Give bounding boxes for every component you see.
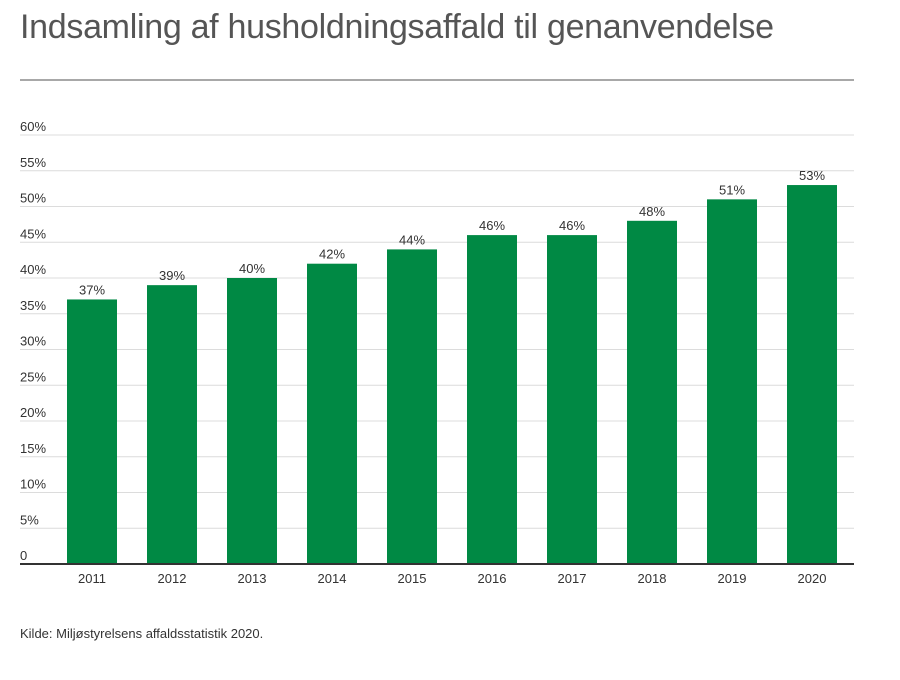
data-label: 37%: [79, 282, 105, 297]
x-tick-label: 2012: [158, 571, 187, 586]
data-labels: 37% 39% 40% 42% 44% 46% 46% 48% 51% 53%: [79, 168, 825, 297]
data-label: 48%: [639, 204, 665, 219]
data-label: 46%: [479, 218, 505, 233]
y-tick-label: 25%: [20, 369, 46, 384]
source-note: Kilde: Miljøstyrelsens affaldsstatistik …: [20, 626, 264, 641]
x-tick-label: 2014: [318, 571, 347, 586]
x-tick-label: 2020: [798, 571, 827, 586]
bar: [787, 185, 837, 565]
bars: [67, 185, 837, 565]
y-tick-label: 30%: [20, 334, 46, 349]
data-label: 44%: [399, 232, 425, 247]
title-divider: [20, 79, 854, 81]
y-tick-label: 15%: [20, 441, 46, 456]
y-tick-label: 20%: [20, 405, 46, 420]
x-tick-label: 2017: [558, 571, 587, 586]
y-tick-label: 5%: [20, 512, 39, 527]
bar: [627, 220, 677, 565]
data-label: 39%: [159, 268, 185, 283]
x-tick-label: 2016: [478, 571, 507, 586]
x-tick-label: 2018: [638, 571, 667, 586]
y-tick-label: 40%: [20, 262, 46, 277]
bar: [387, 249, 437, 564]
bar: [707, 199, 757, 564]
bar: [227, 278, 277, 564]
data-label: 51%: [719, 182, 745, 197]
bar: [547, 235, 597, 564]
bar: [307, 263, 357, 564]
data-label: 42%: [319, 247, 345, 262]
bar: [467, 235, 517, 564]
data-label: 40%: [239, 261, 265, 276]
x-tick-label: 2011: [78, 571, 106, 586]
y-tick-label: 35%: [20, 298, 46, 313]
x-axis-ticks: 2011 2012 2013 2014 2015 2016 2017 2018 2019 2020: [78, 571, 826, 586]
y-tick-label: 55%: [20, 155, 46, 170]
y-tick-label: 0: [20, 548, 27, 563]
x-tick-label: 2013: [238, 571, 267, 586]
data-label: 53%: [799, 168, 825, 183]
data-label: 46%: [559, 218, 585, 233]
y-tick-label: 50%: [20, 191, 46, 206]
bar: [147, 285, 197, 564]
chart-title: Indsamling af husholdningsaffald til gen…: [20, 8, 774, 46]
y-axis-ticks: 0 5% 10% 15% 20% 25% 30% 35% 40% 45% 50% 55% 60%: [20, 119, 46, 563]
y-tick-label: 60%: [20, 119, 46, 134]
y-tick-label: 10%: [20, 477, 46, 492]
bar: [67, 299, 117, 564]
y-tick-label: 45%: [20, 226, 46, 241]
x-tick-label: 2015: [398, 571, 427, 586]
x-tick-label: 2019: [718, 571, 747, 586]
bar-chart: 0 5% 10% 15% 20% 25% 30% 35% 40% 45% 50% 55% 60% 37%…: [20, 119, 854, 586]
